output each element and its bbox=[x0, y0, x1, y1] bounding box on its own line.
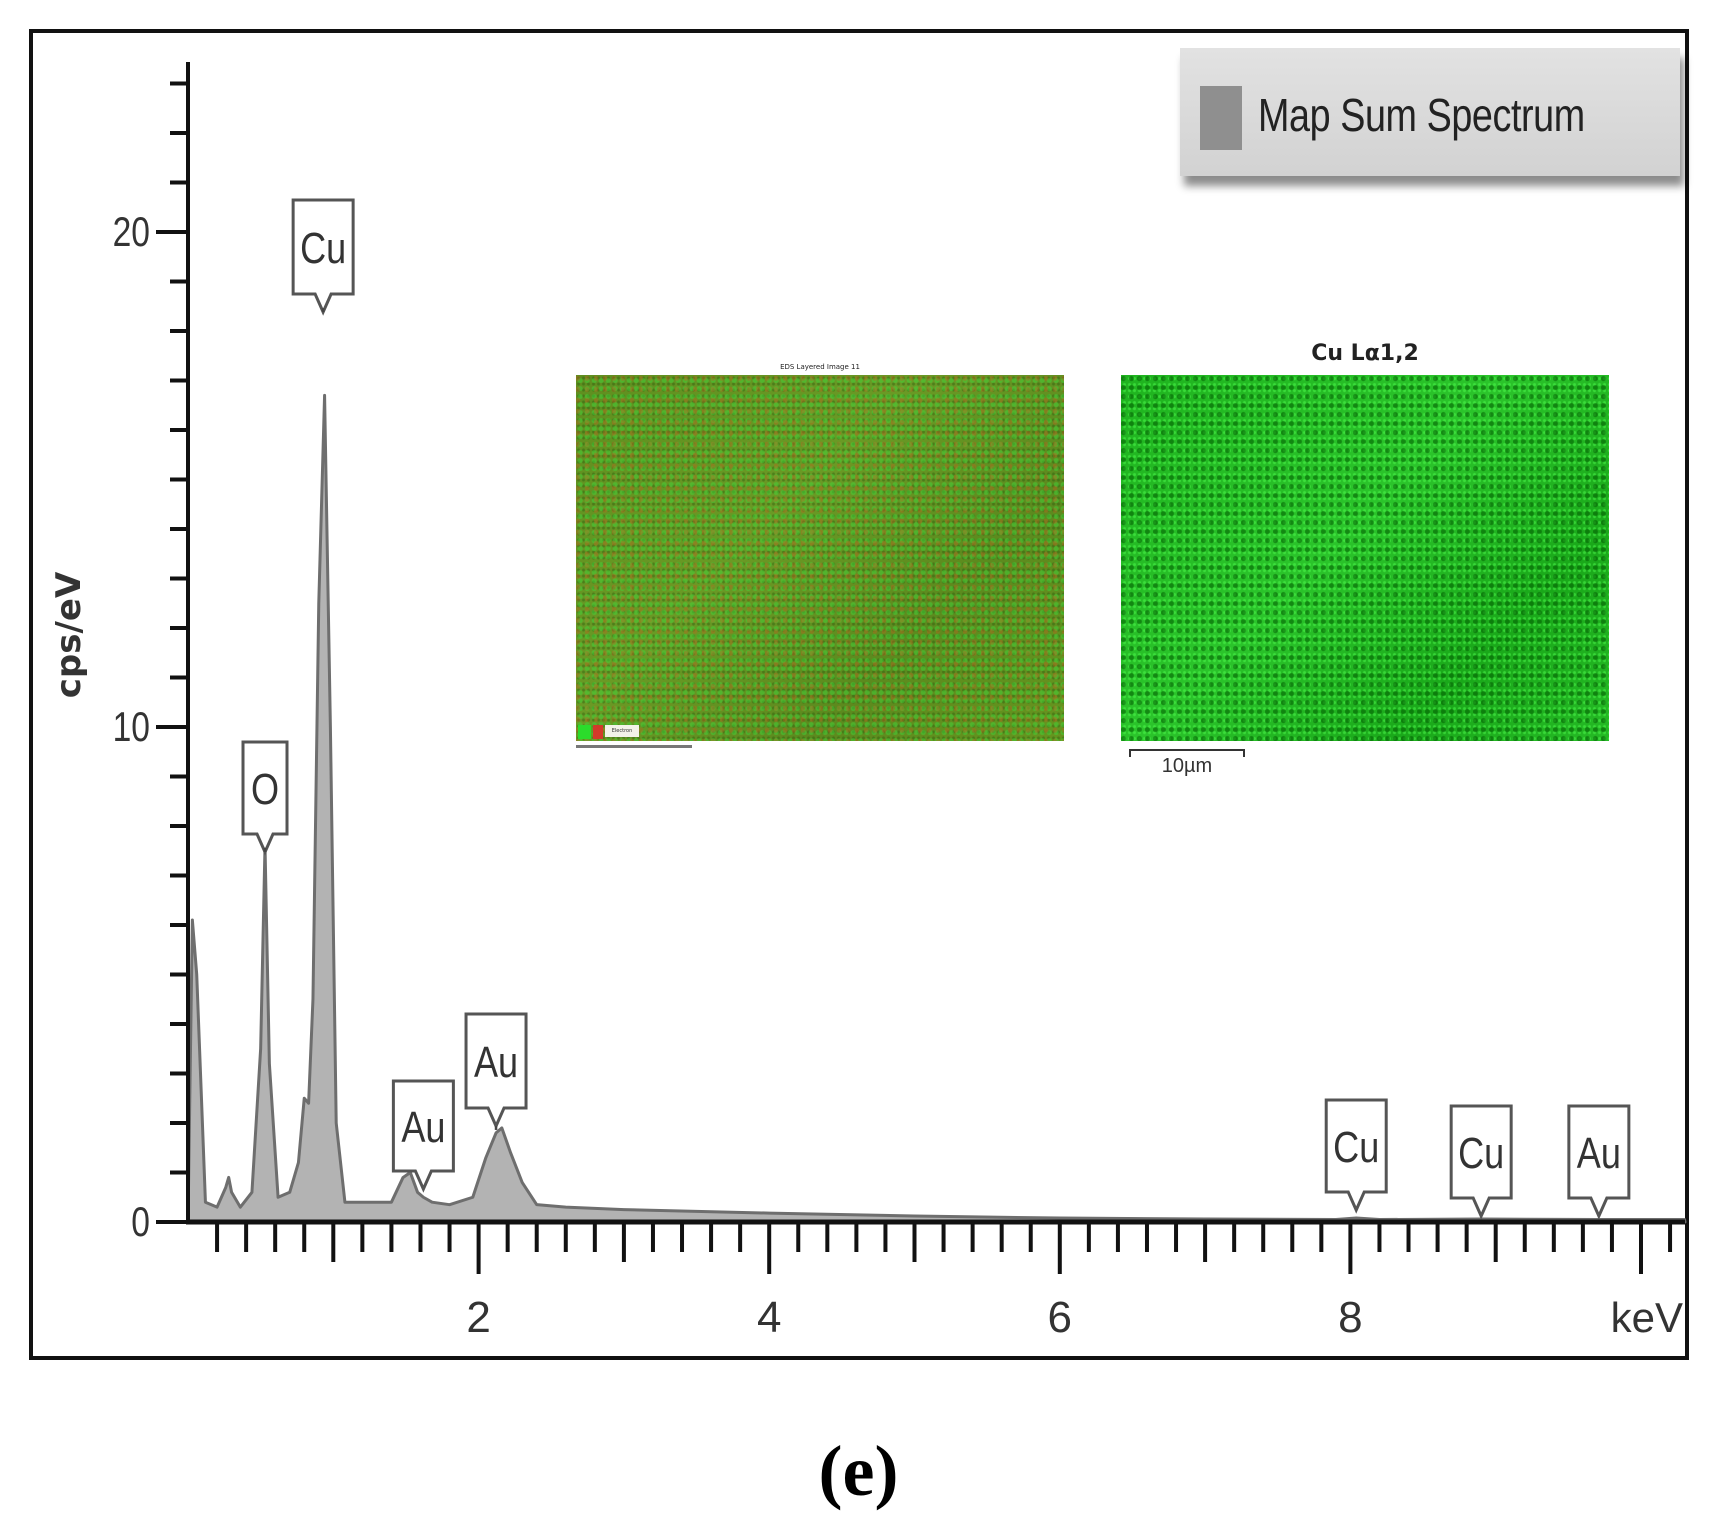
scale-bar-small bbox=[576, 745, 692, 748]
inset-layered-title: EDS Layered Image 11 bbox=[780, 363, 860, 371]
x-tick-label: 8 bbox=[1338, 1293, 1362, 1342]
inset-cu-map: Cu Lα1,2 10µm bbox=[1121, 341, 1609, 777]
svg-text:Au: Au bbox=[474, 1038, 518, 1087]
peak-label-au: Au bbox=[464, 1012, 528, 1130]
y-tick-label: 10 bbox=[113, 705, 150, 751]
layered-map-legend: Electron bbox=[578, 725, 639, 739]
legend-label: Map Sum Spectrum bbox=[1258, 89, 1585, 141]
y-axis-label: cps/eV bbox=[49, 571, 89, 698]
svg-text:O: O bbox=[251, 765, 279, 814]
peak-label-cu: Cu bbox=[291, 198, 355, 316]
x-tick-label: 2 bbox=[466, 1293, 490, 1342]
axes: 0 10 20 2 4 6 8 keV cps/eV bbox=[49, 62, 1685, 1342]
x-tick-label: 4 bbox=[757, 1293, 781, 1342]
spectrum-area bbox=[186, 393, 1687, 1224]
y-tick-label: 0 bbox=[131, 1200, 150, 1246]
scale-bar-label: 10µm bbox=[1161, 755, 1213, 777]
spectrum-path bbox=[186, 393, 1687, 1224]
inset-cu-title: Cu Lα1,2 bbox=[1311, 341, 1419, 366]
svg-text:Cu: Cu bbox=[1458, 1129, 1504, 1178]
peak-label-cu: Cu bbox=[1449, 1104, 1513, 1220]
green-swatch bbox=[578, 725, 591, 739]
legend-swatch bbox=[1200, 86, 1242, 150]
layered-eds-map bbox=[576, 375, 1064, 741]
svg-text:Cu: Cu bbox=[300, 224, 346, 273]
peak-label-au: Au bbox=[391, 1079, 455, 1193]
scale-bar-line bbox=[1129, 749, 1245, 757]
legend: Map Sum Spectrum bbox=[1180, 48, 1680, 176]
scale-bar: 10µm bbox=[1129, 749, 1245, 789]
red-swatch bbox=[593, 725, 603, 739]
inset-layered-image: EDS Layered Image 11 Electron bbox=[576, 363, 1064, 748]
x-axis-unit: keV bbox=[1611, 1294, 1683, 1341]
svg-text:Cu: Cu bbox=[1333, 1123, 1379, 1172]
x-tick-label: 6 bbox=[1048, 1293, 1072, 1342]
svg-text:Au: Au bbox=[401, 1103, 445, 1152]
peak-label-cu: Cu bbox=[1324, 1098, 1388, 1214]
figure-caption: (e) bbox=[818, 1431, 899, 1511]
peak-labels: O Cu Au Au Cu Cu Au bbox=[241, 198, 1631, 1220]
y-tick-label: 20 bbox=[113, 210, 150, 256]
svg-text:Au: Au bbox=[1577, 1129, 1621, 1178]
legend-text: Electron bbox=[605, 725, 639, 737]
peak-label-o: O bbox=[241, 740, 289, 856]
peak-label-au: Au bbox=[1567, 1104, 1631, 1220]
cu-elemental-map bbox=[1121, 375, 1609, 741]
